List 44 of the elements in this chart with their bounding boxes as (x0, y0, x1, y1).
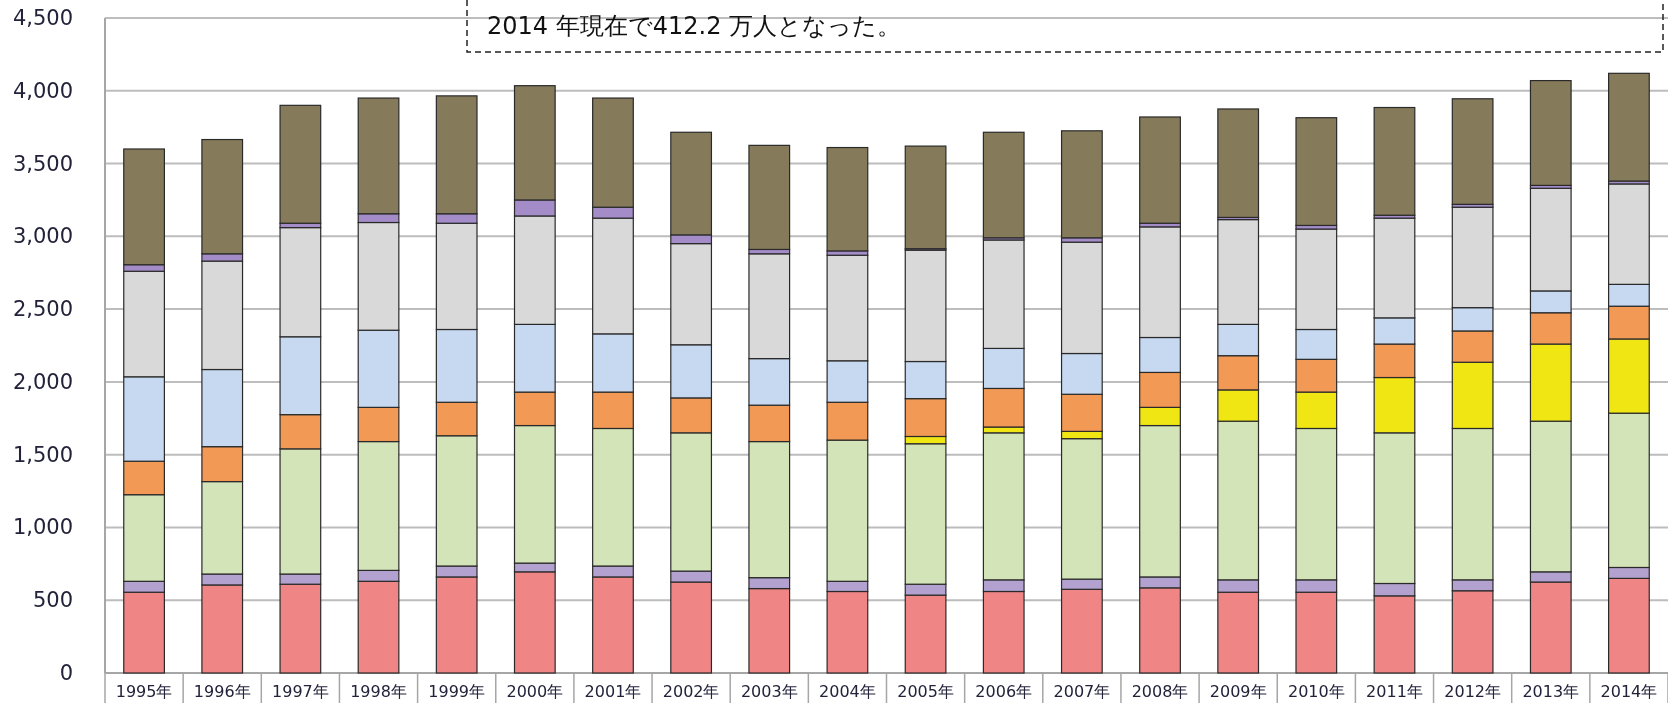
x-tick-label: 2007年 (1053, 682, 1111, 701)
x-tick-label: 2004年 (819, 682, 876, 701)
bar (1608, 72, 1650, 182)
x-tick-label: 1999年 (428, 682, 486, 701)
x-tick-label: 1997年 (272, 682, 329, 701)
x-tick-label: 2008年 (1131, 682, 1189, 701)
x-tick-label: 2011年 (1366, 682, 1423, 701)
bar (1295, 117, 1338, 227)
bar (1451, 98, 1494, 205)
y-tick-label: 0 (59, 661, 73, 685)
y-tick-label: 3,500 (12, 151, 73, 176)
bar (1060, 130, 1103, 239)
y-tick-label: 2,000 (12, 369, 73, 394)
bar (1139, 116, 1181, 224)
y-tick-label: 4,000 (12, 78, 73, 103)
y-tick-label: 4,500 (12, 6, 73, 30)
y-tick-label: 1,500 (12, 442, 73, 467)
bar (982, 131, 1025, 239)
y-tick-label: 2,500 (12, 297, 73, 322)
bar (1373, 106, 1416, 216)
annotation: 2014 年現在で412.2 万人となった。 (487, 12, 902, 40)
y-tick-label: 1,000 (12, 515, 73, 540)
bar (1529, 79, 1572, 186)
x-tick-label: 2009年 (1209, 682, 1267, 701)
x-tick-label: 1996年 (193, 682, 251, 701)
x-tick-label: 2005年 (897, 682, 954, 701)
x-tick-label: 2014年 (1600, 682, 1658, 701)
bar (748, 144, 791, 251)
x-tick-label: 2012年 (1444, 682, 1501, 701)
x-tick-label: 2013年 (1522, 682, 1580, 701)
bar (279, 104, 322, 224)
bar (826, 146, 869, 252)
x-tick-label: 1995年 (115, 682, 173, 701)
x-tick-label: 2003年 (740, 682, 798, 701)
x-tick-label: 2010年 (1287, 682, 1345, 701)
x-tick-label: 2001年 (584, 682, 642, 701)
x-tick-label: 1998年 (350, 682, 407, 701)
y-tick-label: 500 (32, 588, 73, 613)
x-tick-label: 2006年 (975, 682, 1033, 701)
y-tick-label: 3,000 (12, 224, 73, 249)
bar (904, 145, 947, 250)
bar (1217, 108, 1260, 219)
x-tick-label: 2000年 (506, 682, 564, 701)
x-tick-label: 2002年 (662, 682, 720, 701)
